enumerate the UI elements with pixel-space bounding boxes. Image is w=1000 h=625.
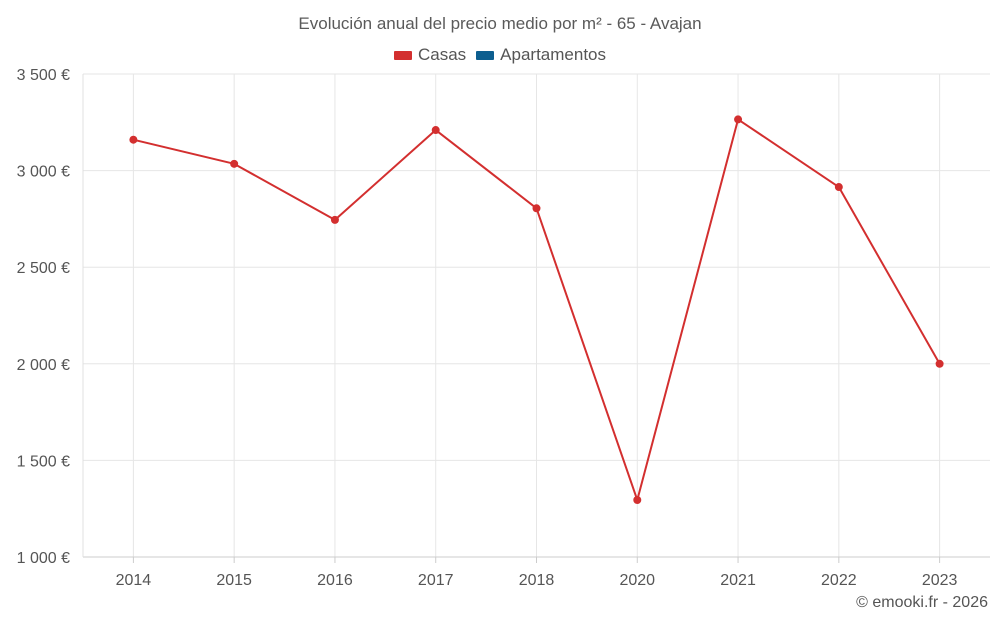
x-tick-label: 2021	[720, 572, 756, 589]
data-point	[633, 496, 642, 505]
x-tick-label: 2018	[519, 572, 555, 589]
legend-label-casas: Casas	[417, 45, 467, 64]
y-tick-label: 1 500 €	[17, 453, 70, 470]
x-tick-label: 2014	[116, 572, 152, 589]
legend-label-apartamentos: Apartamentos	[500, 45, 607, 64]
y-tick-label: 3 500 €	[17, 67, 70, 84]
data-point	[431, 126, 440, 135]
y-tick-label: 3 000 €	[17, 164, 70, 181]
series-layer	[129, 115, 944, 505]
data-point	[330, 215, 339, 224]
legend: Casas Apartamentos	[0, 45, 1000, 65]
legend-item-apartamentos[interactable]: Apartamentos	[476, 45, 606, 65]
y-tick-label: 2 500 €	[17, 260, 70, 277]
legend-swatch-casas	[393, 50, 412, 60]
legend-swatch-apartamentos	[476, 50, 495, 60]
legend-item-casas[interactable]: Casas	[393, 45, 467, 65]
axes: 1 000 € 1 500 € 2 000 € 2 500 € 3 000 € 3 500…	[17, 67, 990, 589]
grid	[83, 73, 990, 557]
data-point	[834, 183, 843, 192]
data-point	[532, 204, 541, 213]
data-point	[230, 159, 239, 168]
x-tick-label: 2022	[821, 572, 857, 589]
x-tick-label: 2023	[922, 572, 958, 589]
y-tick-label: 2 000 €	[17, 357, 70, 374]
x-tick-label: 2020	[619, 572, 655, 589]
data-point	[935, 359, 944, 368]
x-tick-label: 2016	[317, 572, 353, 589]
chart-title: Evolución anual del precio medio por m² …	[298, 14, 702, 33]
x-tick-label: 2017	[418, 572, 454, 589]
data-point	[129, 135, 138, 144]
y-tick-label: 1 000 €	[17, 550, 70, 567]
copyright-text: © emooki.fr - 2026	[856, 594, 988, 611]
x-tick-label: 2015	[216, 572, 252, 589]
data-point	[734, 115, 743, 124]
